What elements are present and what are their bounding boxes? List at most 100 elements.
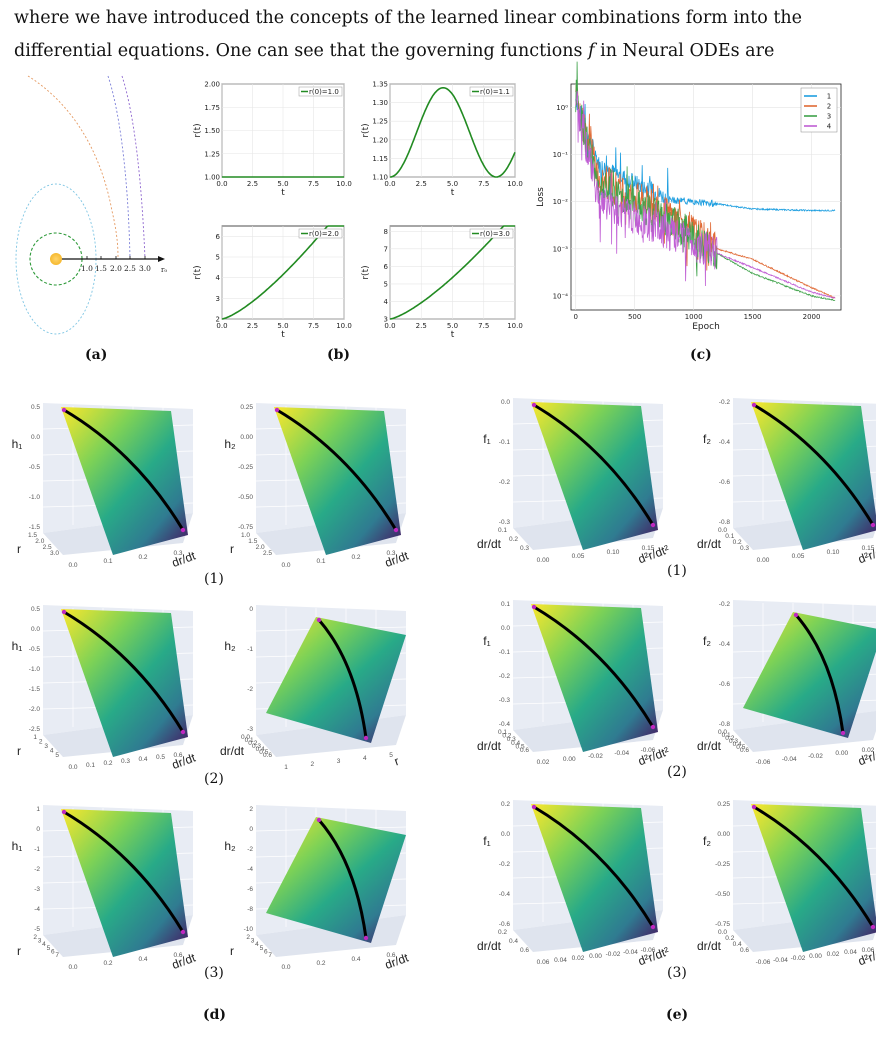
axis2-tick-label: 0.00	[537, 557, 550, 564]
z-tick-label: -3	[247, 726, 253, 733]
surface-plot-e-1: 0.0 -0.1 -0.2 -0.3 f₁ 0.10.20.3 dr/dt 0.00 0.05 0…	[477, 398, 671, 566]
loss-xaxis-label: Epoch	[692, 322, 720, 332]
yaxis-label: r(t)	[193, 265, 203, 279]
axis2-tick-label: -0.06	[641, 947, 656, 954]
surface-plane	[266, 617, 406, 743]
legend-box	[469, 86, 514, 97]
xtick-label: 2.5	[416, 322, 427, 330]
axis2-tick-label: 0.02	[827, 951, 840, 958]
ytick-label: 8	[384, 228, 388, 236]
axis1-tick-label: 0.2	[725, 735, 734, 742]
z-tick-label: 0.0	[31, 434, 40, 441]
axis1-tick-label: 4	[255, 941, 259, 948]
trajectory-start-marker	[531, 402, 537, 408]
series-line	[389, 87, 516, 178]
trajectory-end-marker	[870, 924, 876, 930]
axis2-tick-label: 0.10	[827, 549, 840, 556]
r0-tick-label-4: 3.0	[139, 264, 151, 273]
axis2-tick-label: 0.4	[138, 756, 147, 763]
z-tick-label: -0.4	[499, 721, 511, 728]
axis1-label: r	[17, 542, 21, 556]
axis1-tick-label: 0.3	[520, 545, 529, 552]
axis2-tick-label: 0.04	[554, 957, 567, 964]
legend-label: r(0)=1.1	[480, 88, 510, 96]
axis1-tick-label: 5	[55, 752, 59, 759]
z-tick-label: -4	[34, 906, 40, 913]
trajectory-end-marker	[393, 527, 399, 533]
axis2-tick-label: 0.00	[809, 953, 822, 960]
xtick-label: 0.0	[384, 322, 395, 330]
z-tick-label: -8	[247, 906, 253, 913]
axis2-tick-label: 4	[363, 755, 367, 762]
axis1-tick-label: 7	[268, 952, 272, 959]
axis2-tick-label: 0.6	[173, 952, 182, 959]
axis2-tick-label: 0.5	[156, 754, 165, 761]
xtick-label: 7.5	[308, 180, 319, 188]
axis1-label: dr/dt	[477, 537, 502, 551]
z-axis-label: f₁	[483, 634, 490, 648]
axis2-tick-label: 1	[284, 764, 288, 771]
z-axis-label: h₁	[12, 839, 23, 853]
ytick-label: 2.00	[204, 81, 220, 89]
axis2-tick-label: 0.4	[351, 956, 360, 963]
axis2-tick-label: 0.2	[351, 554, 360, 561]
orbit-3-0	[121, 75, 146, 260]
ytick-label: 2	[216, 316, 220, 324]
ytick-label: 1.25	[372, 118, 388, 126]
axis1-tick-label: 0.0	[241, 734, 250, 741]
legend-label: r(0)=3.0	[480, 230, 510, 238]
axis1-label: r	[230, 944, 234, 958]
trajectory-start-marker	[274, 407, 280, 413]
caption-a: (a)	[85, 347, 108, 363]
trajectory-end-marker	[180, 527, 186, 533]
yaxis-label: r(t)	[193, 123, 203, 137]
axis1-tick-label: 0.4	[511, 740, 520, 747]
axis1-tick-label: 0.1	[722, 732, 731, 739]
trajectory-start-marker	[61, 809, 67, 815]
trajectory-end-marker	[650, 924, 656, 930]
yaxis-label: r(t)	[361, 123, 371, 137]
ytick-label: 5	[216, 254, 220, 262]
trajectory-start-marker	[751, 402, 757, 408]
trajectory-subplot-4: 3 4 5 6 7 8 0.0 2.5 5.0 7.5 10.0 t r(t) r(0)=3.0	[361, 225, 523, 340]
subcaption-d1: (1)	[204, 571, 224, 587]
xaxis-label: t	[451, 188, 455, 198]
axis1-label: r	[17, 744, 21, 758]
axis1-label: dr/dt	[697, 939, 722, 953]
z-tick-label: -0.1	[499, 649, 511, 656]
axis2-tick-label: 0.1	[316, 558, 325, 565]
z-tick-label: 0.25	[240, 404, 253, 411]
xtick-label: 10.0	[507, 322, 523, 330]
axis1-tick-label: 0.6	[740, 747, 749, 754]
loss-xtick-label: 0	[573, 313, 577, 321]
surface-plane	[531, 402, 658, 550]
r0-tick-label-2: 2.0	[110, 264, 122, 273]
z-tick-label: -0.1	[499, 439, 511, 446]
loss-yaxis-label: Loss	[536, 187, 546, 207]
axis2-tick-label: -0.02	[588, 753, 603, 760]
subcaption-e1: (1)	[667, 563, 687, 579]
z-tick-label: -0.5	[29, 464, 41, 471]
trajectory-end-marker	[180, 929, 186, 935]
xaxis-label: t	[451, 330, 455, 340]
axis1-tick-label: 0.1	[498, 527, 507, 534]
z-tick-label: -1	[247, 646, 253, 653]
xtick-label: 7.5	[308, 322, 319, 330]
z-axis-label: f₂	[703, 834, 711, 848]
axis1-tick-label: 1.5	[28, 532, 37, 539]
surface-plot-e-4: -0.2 -0.4 -0.6 -0.8 f₂ 0.00.10.20.30.40.50.6 d…	[697, 600, 876, 768]
axis2-tick-label: -0.06	[756, 959, 771, 966]
axis2-tick-label: 0.02	[537, 759, 550, 766]
axis2-tick-label: 0.0	[281, 964, 290, 971]
surface-plot-d-4: 0 -1 -2 -3 h₂ 0.00.10.20.30.40.50.6 dr/dt 1 2 3 4 5…	[220, 605, 407, 771]
trajectory-curve	[753, 805, 875, 928]
xtick-label: 7.5	[478, 180, 489, 188]
z-tick-label: -0.4	[499, 891, 511, 898]
surface-plane	[743, 612, 876, 738]
axis2-tick-label: 5	[389, 752, 393, 759]
axis1-tick-label: 2.5	[43, 544, 52, 551]
panel-b-trajectories: 1.00 1.25 1.50 1.75 2.00 0.0 2.5 5.0 7.5 10.0 t r(t…	[193, 81, 523, 341]
axis1-tick-label: 1.5	[248, 538, 257, 545]
